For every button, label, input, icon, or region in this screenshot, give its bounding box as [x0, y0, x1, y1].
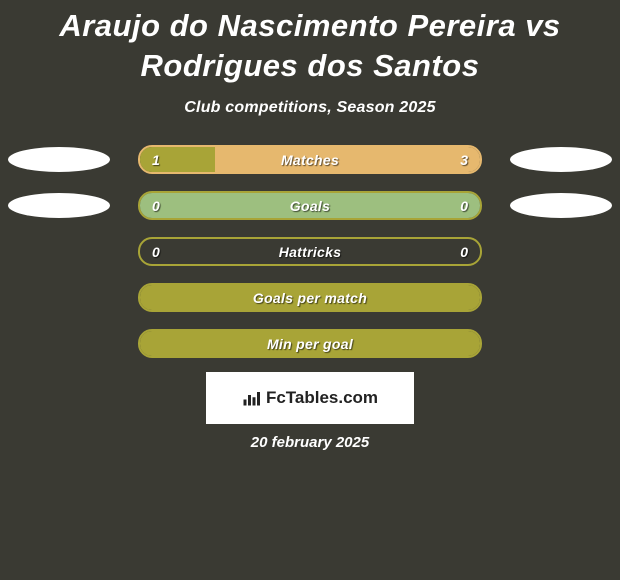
page-title: Araujo do Nascimento Pereira vs Rodrigue… [0, 6, 620, 89]
stat-row: 00Hattricks [0, 237, 620, 266]
stat-label: Goals [140, 198, 480, 214]
player-shape-right [510, 147, 612, 172]
stat-row: Min per goal [0, 329, 620, 358]
stat-row: Goals per match [0, 283, 620, 312]
logo-text: FcTables.com [266, 388, 378, 408]
player-shape-left [8, 147, 110, 172]
stat-label: Matches [140, 152, 480, 168]
stat-bar: Goals per match [138, 283, 482, 312]
page-subtitle: Club competitions, Season 2025 [0, 99, 620, 117]
stats-area: 13Matches 00Goals 00Hattricks Goals per mat… [0, 145, 620, 358]
stat-label: Min per goal [140, 336, 480, 352]
player-shape-left [8, 193, 110, 218]
stat-bar: 00Goals [138, 191, 482, 220]
stat-bar: 00Hattricks [138, 237, 482, 266]
date-text: 20 february 2025 [0, 434, 620, 451]
stat-label: Hattricks [140, 244, 480, 260]
stat-label: Goals per match [140, 290, 480, 306]
player-shape-right [510, 193, 612, 218]
stat-row: 13Matches [0, 145, 620, 174]
stat-bar: Min per goal [138, 329, 482, 358]
comparison-card: Araujo do Nascimento Pereira vs Rodrigue… [0, 0, 620, 580]
stat-bar: 13Matches [138, 145, 482, 174]
logo-box: FcTables.com [206, 372, 414, 424]
bar-chart-icon [242, 389, 260, 407]
stat-row: 00Goals [0, 191, 620, 220]
